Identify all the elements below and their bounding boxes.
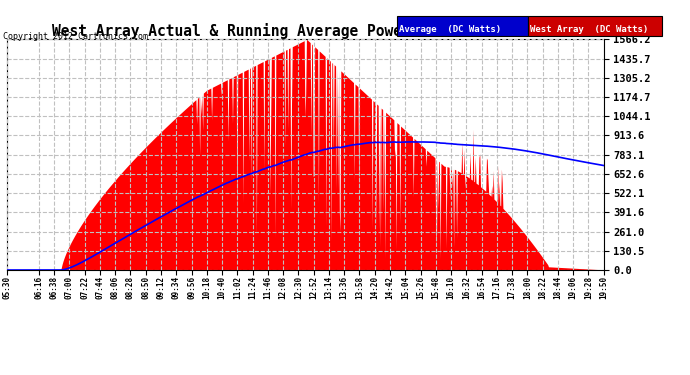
Text: Average  (DC Watts): Average (DC Watts) (399, 25, 501, 34)
Title: West Array Actual & Running Average Power Tue Jul 17 20:11: West Array Actual & Running Average Powe… (52, 23, 559, 39)
Text: West Array  (DC Watts): West Array (DC Watts) (530, 25, 648, 34)
Text: Copyright 2012 Cartronics.com: Copyright 2012 Cartronics.com (3, 32, 148, 41)
